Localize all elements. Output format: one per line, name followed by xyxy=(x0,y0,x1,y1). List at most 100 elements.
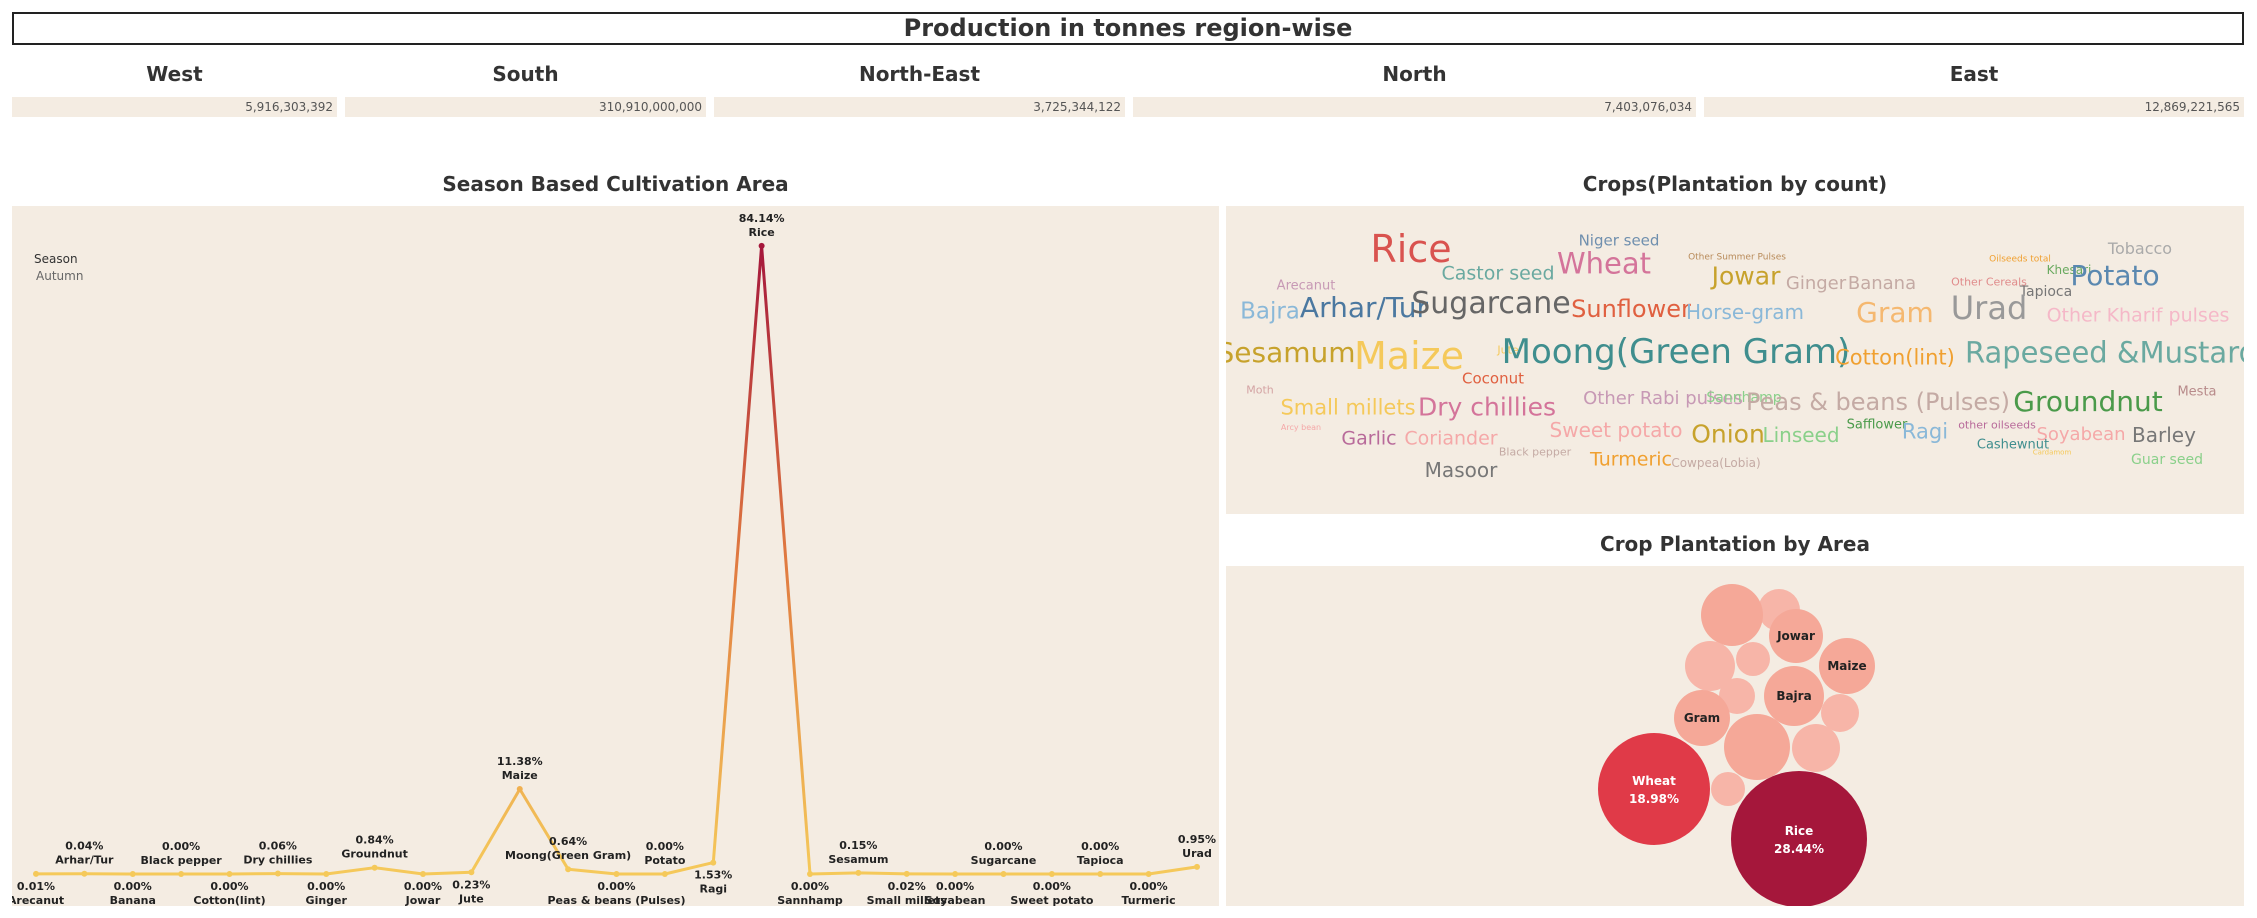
word-coriander[interactable]: Coriander xyxy=(1404,427,1498,450)
word-peas-beans-pulses[interactable]: Peas & beans (Pulses) xyxy=(1745,388,2011,416)
bubble-wheat[interactable] xyxy=(1598,733,1710,845)
bubble[interactable] xyxy=(1821,694,1859,732)
word-moong-green-gram[interactable]: Moong(Green Gram) xyxy=(1501,332,1851,372)
word-cowpea-lobia[interactable]: Cowpea(Lobia) xyxy=(1671,456,1761,470)
point-groundnut[interactable] xyxy=(371,864,378,871)
word-tobacco[interactable]: Tobacco xyxy=(2107,239,2173,258)
point-arhar-tur[interactable] xyxy=(81,870,88,877)
point-ginger[interactable] xyxy=(323,871,330,877)
word-ginger[interactable]: Ginger xyxy=(1785,273,1847,294)
bubble[interactable] xyxy=(1711,772,1745,806)
point-turmeric[interactable] xyxy=(1145,871,1152,877)
word-wheat[interactable]: Wheat xyxy=(1556,246,1652,281)
point-arecanut[interactable] xyxy=(33,870,39,877)
word-maize[interactable]: Maize xyxy=(1354,334,1464,378)
word-rapeseed-mustard[interactable]: Rapeseed &Mustard xyxy=(1964,335,2244,370)
word-sugarcane[interactable]: Sugarcane xyxy=(1411,286,1571,321)
bubble-maize[interactable] xyxy=(1819,638,1875,694)
point-jute[interactable] xyxy=(468,869,475,876)
word-sannhamp[interactable]: Sannhamp xyxy=(1706,390,1782,406)
word-other-kharif-pulses[interactable]: Other Kharif pulses xyxy=(2046,304,2230,327)
word-moth[interactable]: Moth xyxy=(1246,383,1274,397)
word-other-cereals[interactable]: Other Cereals xyxy=(1951,275,2027,289)
bubble[interactable] xyxy=(1719,678,1755,714)
point-urad[interactable] xyxy=(1194,863,1200,870)
bubble[interactable] xyxy=(1701,584,1763,646)
point-sannhamp[interactable] xyxy=(807,871,813,877)
word-rice[interactable]: Rice xyxy=(1370,227,1452,271)
word-sesamum[interactable]: Sesamum xyxy=(1226,336,1356,369)
point-rice[interactable] xyxy=(758,242,765,249)
region-value-north-east: 3,725,344,122 xyxy=(714,97,1125,117)
point-sesamum[interactable] xyxy=(855,869,862,876)
word-oilseeds-total[interactable]: Oilseeds total xyxy=(1989,254,2051,265)
word-cardamom[interactable]: Cardamom xyxy=(2032,448,2072,457)
word-horse-gram[interactable]: Horse-gram xyxy=(1685,300,1805,324)
word-arecanut[interactable]: Arecanut xyxy=(1276,278,1336,294)
word-small-millets[interactable]: Small millets xyxy=(1280,395,1416,420)
word-arhar-tur[interactable]: Arhar/Tur xyxy=(1299,291,1429,324)
point-sweet-potato[interactable] xyxy=(1048,871,1055,877)
bubble[interactable] xyxy=(1685,641,1735,691)
point-potato[interactable] xyxy=(661,871,668,877)
word-masoor[interactable]: Masoor xyxy=(1424,458,1498,482)
point-peas-beans-pulses[interactable] xyxy=(613,871,620,877)
word-castor-seed[interactable]: Castor seed xyxy=(1441,262,1555,285)
word-mesta[interactable]: Mesta xyxy=(2177,384,2217,400)
data-label-crop: Maize xyxy=(502,769,538,782)
word-jute[interactable]: Jute xyxy=(1497,343,1519,357)
word-gram[interactable]: Gram xyxy=(1856,296,1934,329)
bubble-jowar[interactable] xyxy=(1769,609,1823,663)
word-banana[interactable]: Banana xyxy=(1847,273,1917,294)
bubble-rice[interactable] xyxy=(1731,771,1867,906)
point-black-pepper[interactable] xyxy=(178,871,185,877)
word-turmeric[interactable]: Turmeric xyxy=(1590,448,1672,471)
word-cotton-lint[interactable]: Cotton(lint) xyxy=(1835,345,1955,370)
word-garlic[interactable]: Garlic xyxy=(1341,427,1397,450)
point-maize[interactable] xyxy=(516,786,523,793)
word-khesari[interactable]: Khesari xyxy=(2046,263,2092,277)
point-cotton-lint[interactable] xyxy=(226,871,233,877)
point-ragi[interactable] xyxy=(710,859,717,866)
word-dry-chillies[interactable]: Dry chillies xyxy=(1417,392,1557,422)
word-barley[interactable]: Barley xyxy=(2132,423,2196,447)
word-groundnut[interactable]: Groundnut xyxy=(2013,385,2163,418)
word-sunflower[interactable]: Sunflower xyxy=(1571,295,1691,323)
word-guar-seed[interactable]: Guar seed xyxy=(2131,452,2203,468)
point-jowar[interactable] xyxy=(420,871,426,877)
bubble-label-jowar: Jowar xyxy=(1776,629,1815,643)
word-coconut[interactable]: Coconut xyxy=(1462,369,1524,388)
point-sugarcane[interactable] xyxy=(1000,871,1007,877)
bubble[interactable] xyxy=(1724,714,1790,780)
point-tapioca[interactable] xyxy=(1097,871,1104,877)
word-cashewnut[interactable]: Cashewnut xyxy=(1976,437,2050,453)
bubble-bajra[interactable] xyxy=(1764,666,1824,726)
word-jowar[interactable]: Jowar xyxy=(1711,261,1781,291)
word-other-oilseeds[interactable]: other oilseeds xyxy=(1958,418,2036,432)
word-ragi[interactable]: Ragi xyxy=(1901,419,1949,444)
word-potato[interactable]: Potato xyxy=(2070,259,2160,292)
word-niger-seed[interactable]: Niger seed xyxy=(1578,231,1660,250)
word-onion[interactable]: Onion xyxy=(1691,419,1765,449)
point-moong-green-gram[interactable] xyxy=(565,866,572,873)
point-small-millets[interactable] xyxy=(903,870,910,877)
word-sweet-potato[interactable]: Sweet potato xyxy=(1549,418,1683,442)
point-soyabean[interactable] xyxy=(952,871,959,877)
word-linseed[interactable]: Linseed xyxy=(1762,423,1840,447)
point-banana[interactable] xyxy=(129,871,136,877)
word-safflower[interactable]: Safflower xyxy=(1846,417,1908,433)
bubble-gram[interactable] xyxy=(1674,690,1730,746)
word-arcy-bean[interactable]: Arcy bean xyxy=(1280,423,1322,432)
word-bajra[interactable]: Bajra xyxy=(1240,298,1300,325)
word-black-pepper[interactable]: Black pepper xyxy=(1498,445,1572,459)
word-urad[interactable]: Urad xyxy=(1950,289,2028,327)
word-tapioca[interactable]: Tapioca xyxy=(2019,284,2073,300)
word-other-rabi-pulses[interactable]: Other Rabi pulses xyxy=(1583,388,1743,409)
bubble[interactable] xyxy=(1736,642,1770,676)
data-label-pct: 0.00% xyxy=(114,880,152,893)
point-dry-chillies[interactable] xyxy=(274,870,281,877)
legend-item-autumn[interactable]: Autumn xyxy=(36,269,84,283)
word-other-summer-pulses[interactable]: Other Summer Pulses xyxy=(1688,252,1786,263)
bubble[interactable] xyxy=(1792,724,1840,772)
word-soyabean[interactable]: Soyabean xyxy=(2036,424,2126,445)
